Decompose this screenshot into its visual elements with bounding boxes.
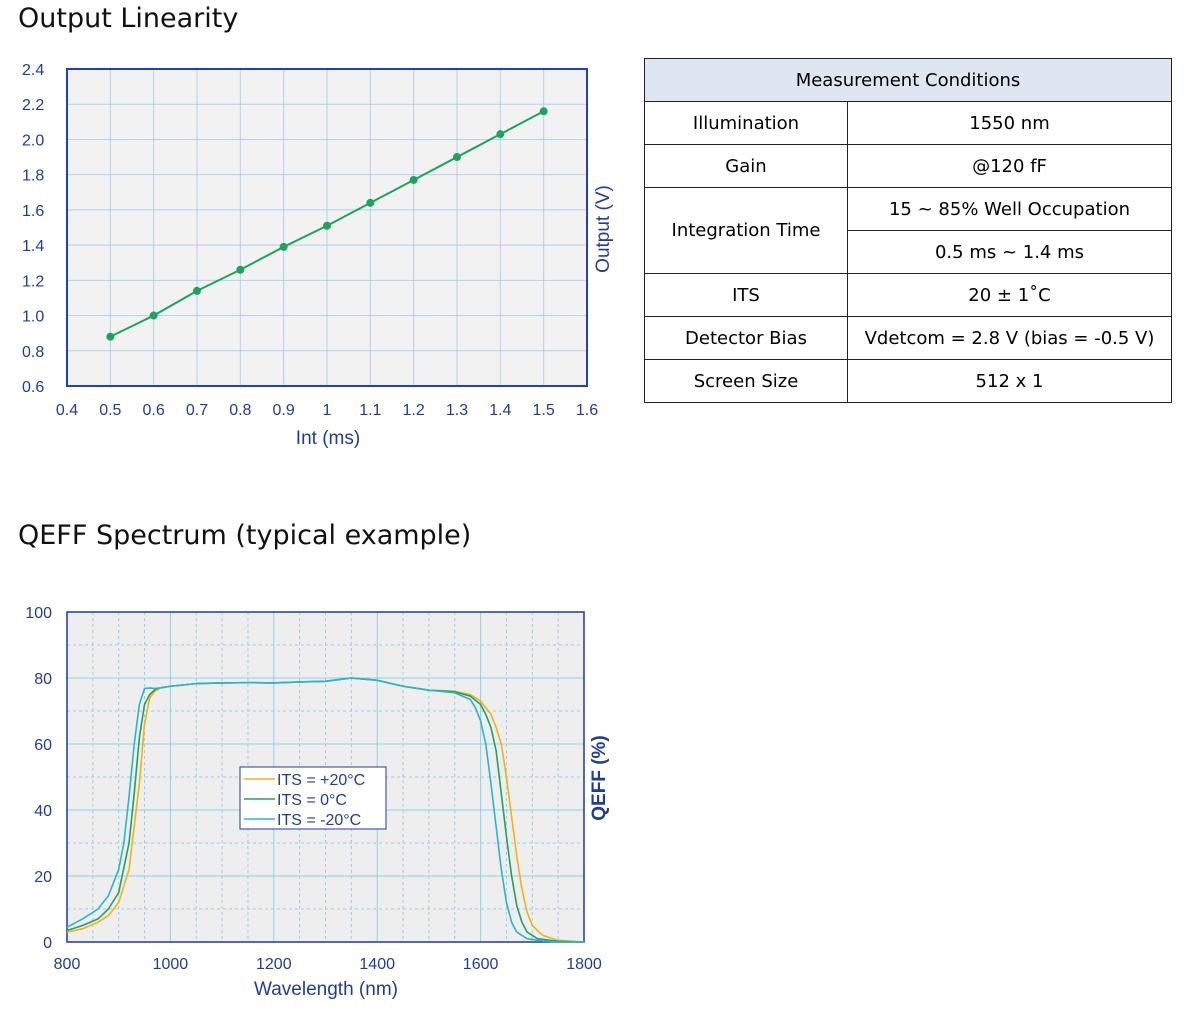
illumination-value: 1550 nm: [847, 101, 1172, 145]
linearity-x-tick-label: 1.5: [533, 402, 555, 419]
its-value: 20 ± 1˚C: [847, 273, 1172, 317]
qeff-y-ticks: 0 20 40 60 80 100: [25, 605, 52, 952]
qeff-x-tick-label: 1000: [153, 956, 189, 973]
linearity-data-point: [236, 265, 245, 274]
linearity-data-point: [453, 153, 461, 162]
linearity-y-tick-label: 0.6: [22, 379, 44, 396]
linearity-data-point: [193, 286, 201, 295]
linearity-y-ticks: 0.6 0.8 1.0 1.2 1.4 1.6 1.8 2.0 2.2 2.4: [22, 62, 44, 396]
gain-value: @120 fF: [847, 144, 1172, 188]
legend-label-its-0: ITS = 0°C: [277, 792, 347, 809]
linearity-data-point: [106, 332, 115, 341]
linearity-y-tick-label: 2.0: [22, 132, 44, 149]
detector-bias-value: Vdetcom = 2.8 V (bias = -0.5 V): [847, 316, 1172, 360]
linearity-x-tick-label: 0.6: [143, 402, 165, 419]
qeff-x-tick-label: 800: [54, 956, 81, 973]
qeff-y-tick-label: 60: [34, 737, 52, 754]
screen-size-label: Screen Size: [644, 359, 848, 403]
integration-time-value-occupation: 15 ~ 85% Well Occupation: [847, 187, 1172, 231]
qeff-x-tick-label: 1400: [359, 956, 395, 973]
legend-label-its-minus20: ITS = -20°C: [277, 812, 361, 829]
linearity-x-tick-label: 0.8: [229, 402, 251, 419]
qeff-y-tick-label: 40: [34, 803, 52, 820]
gain-label: Gain: [644, 144, 848, 188]
qeff-series: [66, 677, 585, 943]
linearity-x-tick-label: 1.3: [446, 402, 468, 419]
qeff-legend: ITS = +20°C ITS = 0°C ITS = -20°C: [239, 766, 387, 830]
linearity-data-point: [496, 130, 505, 139]
linearity-y-tick-label: 1.0: [22, 309, 44, 326]
linearity-data-point: [149, 311, 158, 320]
linearity-x-tick-label: 1: [323, 402, 332, 419]
qeff-x-ticks: 800 1000 1200 1400 1600 1800: [54, 956, 602, 973]
qeff-series-line-2: [66, 677, 584, 943]
linearity-x-axis-label: Int (ms): [296, 428, 360, 449]
measurement-conditions-table: Measurement Conditions Illumination 1550…: [644, 58, 1172, 403]
detector-bias-label: Detector Bias: [644, 316, 848, 360]
linearity-x-ticks: 0.4 0.5 0.6 0.7 0.8 0.9 1 1.1 1.2 1.3 1.4 1.5 1.6: [56, 402, 598, 419]
linearity-y-tick-label: 1.8: [22, 168, 44, 185]
linearity-grid: [66, 68, 588, 387]
linearity-data-point: [539, 107, 548, 116]
linearity-chart: 0.4 0.5 0.6 0.7 0.8 0.9 1 1.1 1.2 1.3 1.4 1.5 1.6 0.…: [22, 62, 614, 449]
linearity-y-axis-label: Output (V): [593, 185, 614, 273]
integration-time-value-range: 0.5 ms ~ 1.4 ms: [847, 230, 1172, 274]
conditions-header: Measurement Conditions: [644, 58, 1172, 102]
linearity-x-tick-label: 0.7: [186, 402, 208, 419]
linearity-data-point: [409, 175, 418, 184]
linearity-x-tick-label: 1.2: [403, 402, 425, 419]
linearity-y-tick-label: 1.2: [22, 273, 44, 290]
qeff-y-axis-label: QEFF (%): [589, 735, 610, 821]
illumination-label: Illumination: [644, 101, 848, 145]
qeff-title: QEFF Spectrum (typical example): [18, 520, 472, 551]
qeff-y-tick-label: 100: [25, 605, 52, 622]
legend-label-its-plus20: ITS = +20°C: [277, 772, 365, 789]
linearity-data-point: [279, 242, 288, 251]
linearity-x-tick-label: 1.4: [489, 402, 511, 419]
linearity-title: Output Linearity: [18, 3, 239, 34]
linearity-x-tick-label: 1.6: [576, 402, 598, 419]
linearity-plot-border: [66, 68, 588, 387]
linearity-x-tick-label: 0.5: [99, 402, 121, 419]
qeff-x-axis-label: Wavelength (nm): [254, 979, 398, 1000]
linearity-y-tick-label: 2.2: [22, 97, 44, 114]
linearity-x-tick-label: 1.1: [359, 402, 381, 419]
linearity-x-tick-label: 0.9: [273, 402, 295, 419]
qeff-y-tick-label: 80: [34, 671, 52, 688]
linearity-x-tick-label: 0.4: [56, 402, 78, 419]
screen-size-value: 512 x 1: [847, 359, 1172, 403]
its-label: ITS: [644, 273, 848, 317]
qeff-chart: 800 1000 1200 1400 1600 1800 0 20 40 60 80 100 Wav…: [25, 605, 610, 1000]
qeff-plot-border: [66, 611, 585, 943]
qeff-y-tick-label: 20: [34, 869, 52, 886]
integration-time-label: Integration Time: [644, 187, 848, 274]
linearity-data-point: [366, 198, 375, 207]
qeff-x-tick-label: 1200: [256, 956, 292, 973]
linearity-y-tick-label: 0.8: [22, 344, 44, 361]
linearity-y-tick-label: 1.4: [22, 238, 44, 255]
qeff-y-tick-label: 0: [43, 935, 52, 952]
linearity-data-point: [323, 221, 331, 230]
linearity-y-tick-label: 1.6: [22, 203, 44, 220]
qeff-x-tick-label: 1800: [566, 956, 602, 973]
qeff-x-tick-label: 1600: [463, 956, 499, 973]
linearity-y-tick-label: 2.4: [22, 62, 44, 79]
linearity-series: [106, 107, 548, 341]
